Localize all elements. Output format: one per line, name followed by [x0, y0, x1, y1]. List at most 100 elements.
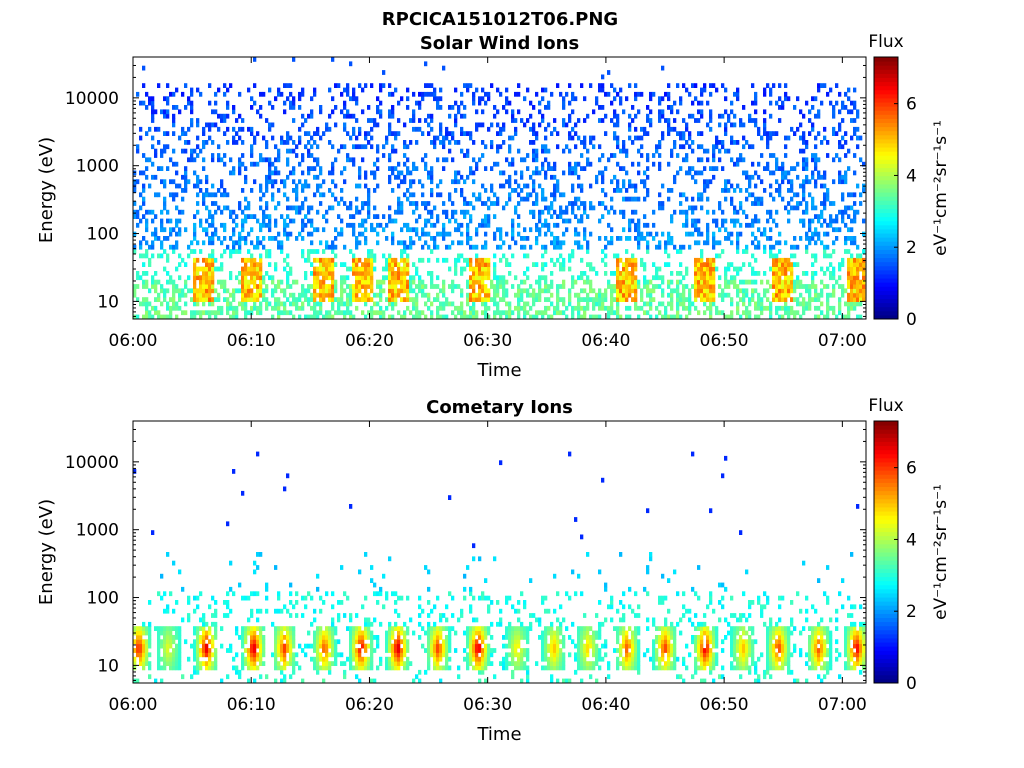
flux-cell	[517, 284, 521, 289]
flux-cell	[706, 231, 710, 237]
flux-cell	[415, 205, 419, 211]
flux-cell	[634, 227, 638, 233]
flux-cell	[736, 288, 740, 294]
flux-cell	[169, 661, 173, 666]
flux-cell	[757, 201, 761, 206]
flux-cell	[394, 209, 398, 215]
flux-cell	[250, 257, 254, 263]
flux-cell	[532, 288, 536, 294]
flux-cell	[730, 275, 734, 281]
flux-cell	[520, 279, 524, 285]
flux-cell	[535, 196, 539, 202]
flux-cell	[616, 305, 620, 311]
flux-cell	[841, 174, 845, 180]
flux-cell	[751, 83, 755, 88]
flux-cell	[844, 205, 848, 211]
flux-cell	[292, 301, 296, 307]
flux-cell	[259, 661, 263, 666]
flux-cell	[760, 297, 764, 302]
flux-cell	[742, 144, 746, 150]
flux-cell	[691, 222, 695, 228]
flux-cell	[532, 105, 536, 110]
flux-cell	[670, 305, 674, 311]
flux-cell	[523, 253, 527, 259]
flux-cell	[388, 214, 392, 219]
flux-cell	[589, 279, 593, 285]
flux-cell	[274, 297, 278, 302]
flux-cell	[382, 314, 386, 320]
flux-cell	[826, 253, 830, 259]
flux-cell	[721, 222, 725, 228]
flux-cell	[556, 288, 560, 294]
flux-cell	[685, 209, 689, 215]
flux-cell	[658, 109, 662, 115]
flux-cell	[406, 96, 410, 102]
flux-cell	[562, 231, 566, 237]
flux-cell	[529, 113, 533, 119]
flux-cell	[787, 292, 791, 298]
flux-cell	[658, 205, 662, 211]
flux-cell	[193, 301, 197, 307]
flux-cell	[730, 310, 734, 316]
flux-cell	[178, 292, 182, 298]
flux-cell	[661, 279, 665, 285]
flux-cell	[334, 288, 338, 294]
flux-cell	[175, 240, 179, 246]
flux-cell	[187, 157, 191, 163]
flux-cell	[553, 166, 557, 171]
flux-cell	[208, 604, 212, 610]
flux-cell	[511, 135, 515, 141]
flux-cell	[295, 591, 299, 597]
flux-cell	[832, 275, 836, 281]
flux-cell	[574, 196, 578, 202]
flux-cell	[328, 205, 332, 211]
flux-cell	[262, 288, 266, 294]
flux-cell	[700, 131, 704, 136]
flux-cell	[421, 157, 425, 163]
flux-cell	[286, 131, 290, 136]
flux-cell	[142, 153, 146, 158]
flux-cell	[436, 192, 440, 198]
flux-cell	[742, 135, 746, 141]
flux-cell	[469, 214, 473, 219]
flux-cell	[643, 131, 647, 136]
flux-cell	[394, 166, 398, 171]
colorbar-segment	[874, 89, 898, 95]
flux-cell	[184, 170, 188, 176]
flux-cell	[763, 305, 767, 311]
flux-cell	[199, 661, 203, 666]
flux-cell	[778, 166, 782, 171]
flux-cell	[391, 236, 395, 241]
flux-cell	[169, 626, 173, 631]
flux-cell	[262, 626, 266, 631]
flux-cell	[619, 96, 623, 102]
flux-cell	[646, 157, 650, 163]
flux-cell	[193, 170, 197, 176]
flux-cell	[196, 310, 200, 316]
flux-cell	[613, 153, 617, 158]
flux-cell	[352, 161, 356, 167]
flux-cell	[280, 635, 284, 640]
flux-cell	[193, 648, 197, 653]
flux-cell	[172, 656, 176, 662]
flux-cell	[241, 126, 245, 132]
flux-cell	[262, 236, 266, 241]
flux-cell	[265, 188, 269, 193]
flux-cell	[784, 279, 788, 285]
flux-cell	[355, 257, 359, 263]
flux-cell	[685, 284, 689, 289]
flux-cell	[703, 83, 707, 88]
flux-cell	[235, 310, 239, 316]
panel-title: Cometary Ions	[426, 397, 573, 418]
flux-cell	[772, 131, 776, 136]
flux-cell	[844, 153, 848, 158]
flux-cell	[637, 170, 641, 176]
flux-cell	[529, 192, 533, 198]
flux-cell	[655, 231, 659, 237]
flux-cell	[814, 257, 818, 263]
flux-cell	[160, 573, 164, 579]
flux-cell	[688, 144, 692, 150]
flux-cell	[445, 214, 449, 219]
flux-cell	[427, 113, 431, 119]
flux-cell	[583, 297, 587, 302]
